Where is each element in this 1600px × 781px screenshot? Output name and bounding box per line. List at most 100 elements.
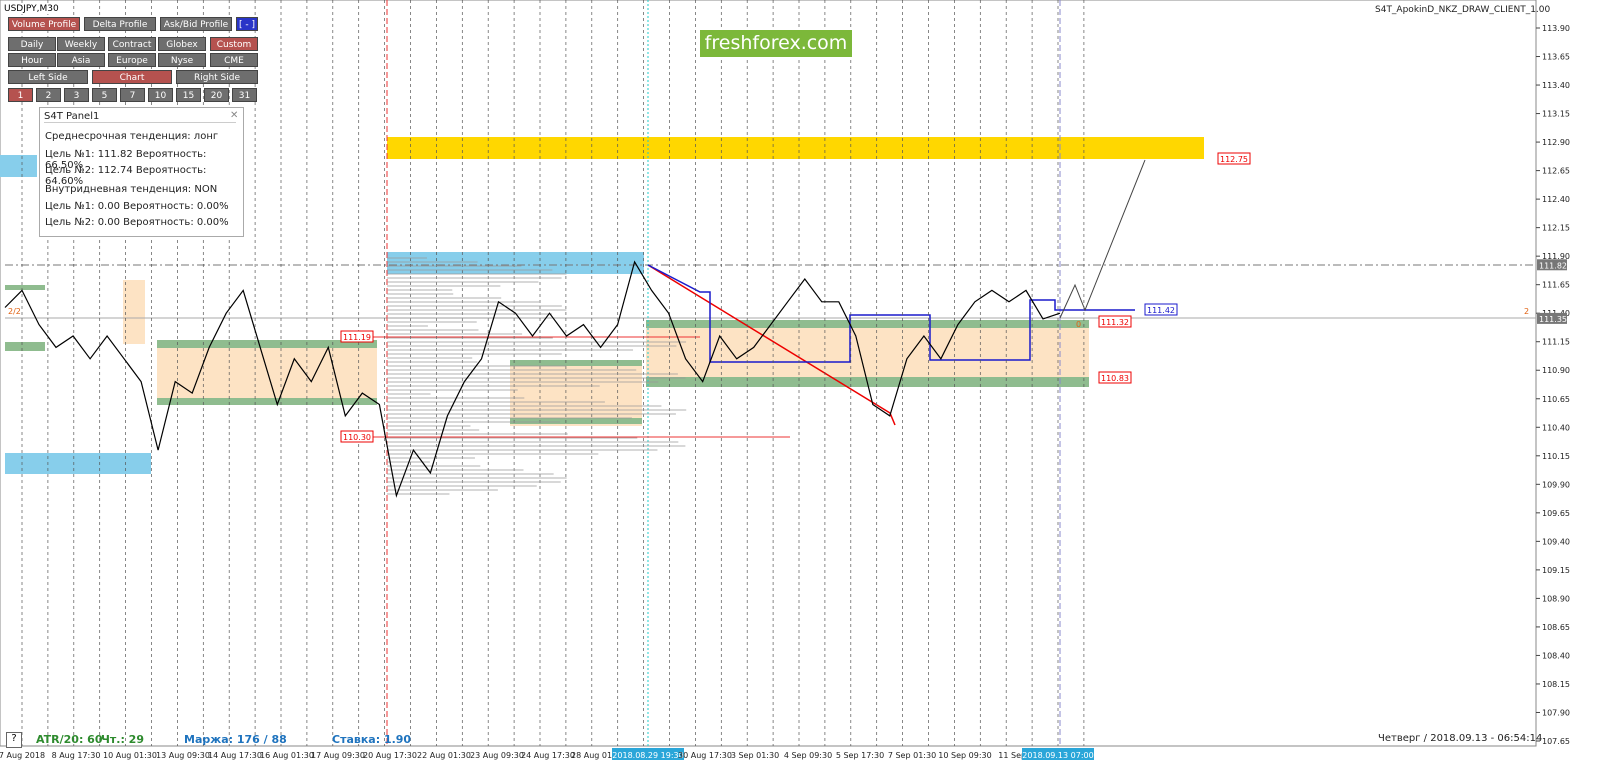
level-label: 2 [1524, 307, 1529, 316]
y-tick-label: 112.65 [1542, 167, 1570, 176]
x-tick-label: 7 Sep 01:30 [888, 751, 936, 760]
y-tick-label: 113.90 [1542, 24, 1570, 33]
trend-line [647, 264, 896, 426]
zone [5, 342, 45, 351]
toolbar-button[interactable]: Daily [8, 37, 56, 51]
close[interactable]: ✕ [230, 110, 239, 121]
y-tick-label: 108.40 [1542, 651, 1570, 660]
toolbar-button[interactable]: Nyse [158, 53, 206, 67]
x-tick-label: 20 Aug 17:30 [363, 751, 417, 760]
y-tick-label: 112.15 [1542, 224, 1570, 233]
toolbar-button[interactable]: Left Side [8, 70, 88, 84]
toolbar-button[interactable]: Globex [158, 37, 206, 51]
x-tick-label: 10 Sep 09:30 [938, 751, 991, 760]
price-marker [1537, 259, 1567, 271]
y-tick-label: 113.15 [1542, 110, 1570, 119]
x-tick-label: 17 Aug 09:30 [311, 751, 365, 760]
zone [387, 137, 1204, 159]
x-tick-label: 4 Sep 09:30 [784, 751, 832, 760]
toolbar-button[interactable]: 2 [36, 88, 61, 102]
level-label: 110.83 [1101, 374, 1129, 383]
zone [5, 285, 45, 290]
level-box [340, 330, 374, 343]
level-label: 110.30 [343, 433, 371, 442]
toolbar-button[interactable]: Ask/Bid Profile [160, 17, 232, 31]
volume-profile [387, 257, 687, 495]
x-tick-label: 28 Aug 01:30 [571, 751, 625, 760]
level-label: 0 [1076, 320, 1081, 329]
x-tick-label: 7 Aug 2018 [0, 751, 45, 760]
target-line [647, 264, 1135, 363]
toolbar-button[interactable]: 3 [64, 88, 89, 102]
price-marker-label: 111.35 [1539, 315, 1567, 324]
toolbar-button[interactable]: Weekly [57, 37, 105, 51]
toolbar-button[interactable]: Hour [8, 53, 56, 67]
panel-line: Цель №2: 112.74 Вероятность: 64.60% [45, 165, 207, 187]
toolbar-button[interactable]: 31 [232, 88, 257, 102]
indicator-name: S4T_ApokinD_NKZ_DRAW_CLIENT_1.00 [1375, 5, 1551, 15]
grid [21, 0, 1085, 746]
toolbar-button[interactable]: CME [210, 53, 258, 67]
help-button[interactable]: ? [6, 732, 22, 748]
toolbar-button[interactable]: 10 [148, 88, 173, 102]
y-tick-label: 110.90 [1542, 366, 1570, 375]
zone [646, 320, 1089, 328]
toolbar-button[interactable]: Contract [108, 37, 156, 51]
price-marker-label: 111.82 [1539, 261, 1567, 270]
zone [5, 453, 151, 474]
y-tick-label: 107.90 [1542, 708, 1570, 717]
panel-line: Среднесрочная тенденция: лонг [45, 131, 219, 142]
x-tick-label: 8 Aug 17:30 [52, 751, 101, 760]
panel-line: Цель №2: 0.00 Вероятность: 0.00% [45, 217, 229, 228]
x-tick-label: 11 Sep 1 [998, 751, 1033, 760]
y-tick-label: 110.15 [1542, 452, 1570, 461]
margin: Маржа: 176 / 88 [184, 733, 287, 746]
x-tick-label: 3 Sep 01:30 [731, 751, 779, 760]
x-tick-label: 10 Aug 01:30 [103, 751, 157, 760]
zone [123, 280, 145, 344]
x-tick-label: 22 Aug 01:30 [417, 751, 471, 760]
toolbar-button[interactable]: 20 [204, 88, 229, 102]
x-tick-label: 24 Aug 17:30 [521, 751, 575, 760]
zone [510, 360, 642, 426]
price-marker [1537, 312, 1567, 324]
series [4, 260, 1061, 498]
toolbar-button[interactable]: [ - ] [236, 17, 258, 31]
x-tick-label: 13 Aug 09:30 [156, 751, 210, 760]
y-tick-label: 112.90 [1542, 138, 1570, 147]
level-label: 111.42 [1147, 306, 1175, 315]
x-label-bg [612, 748, 684, 760]
toolbar-button[interactable]: Chart [92, 70, 172, 84]
y-tick-label: 110.40 [1542, 423, 1570, 432]
y-tick-label: 110.65 [1542, 395, 1570, 404]
level-label: 111.19 [343, 333, 371, 342]
y-tick-label: 112.40 [1542, 195, 1570, 204]
toolbar-button[interactable]: Delta Profile [84, 17, 156, 31]
panel-line: Внутридневная тенденция: NON [45, 184, 218, 195]
y-tick-label: 109.65 [1542, 509, 1570, 518]
toolbar-button[interactable]: Custom [210, 37, 258, 51]
toolbar-button[interactable]: Europe [108, 53, 156, 67]
y-tick-label: 108.65 [1542, 623, 1570, 632]
zone [510, 360, 642, 366]
toolbar-button[interactable]: 5 [92, 88, 117, 102]
y-tick-label: 111.90 [1542, 252, 1570, 261]
y-tick-label: 108.90 [1542, 594, 1570, 603]
y-tick-label: 113.65 [1542, 53, 1570, 62]
zone [646, 322, 1089, 385]
level-box [1217, 152, 1251, 165]
level-label: 2/2 [8, 307, 21, 316]
day-count: Чт.: 29 [101, 733, 144, 746]
x-tick-label: 14 Aug 17:30 [208, 751, 262, 760]
toolbar-button[interactable]: 1 [8, 88, 33, 102]
toolbar-button[interactable]: 15 [176, 88, 201, 102]
toolbar-button[interactable]: Volume Profile [8, 17, 80, 31]
toolbar-button[interactable]: 7 [120, 88, 145, 102]
level-box [1144, 303, 1178, 316]
toolbar-button[interactable]: Asia [57, 53, 105, 67]
y-tick-label: 109.90 [1542, 480, 1570, 489]
level-box [1098, 315, 1132, 328]
toolbar-button[interactable]: Right Side [176, 70, 258, 84]
